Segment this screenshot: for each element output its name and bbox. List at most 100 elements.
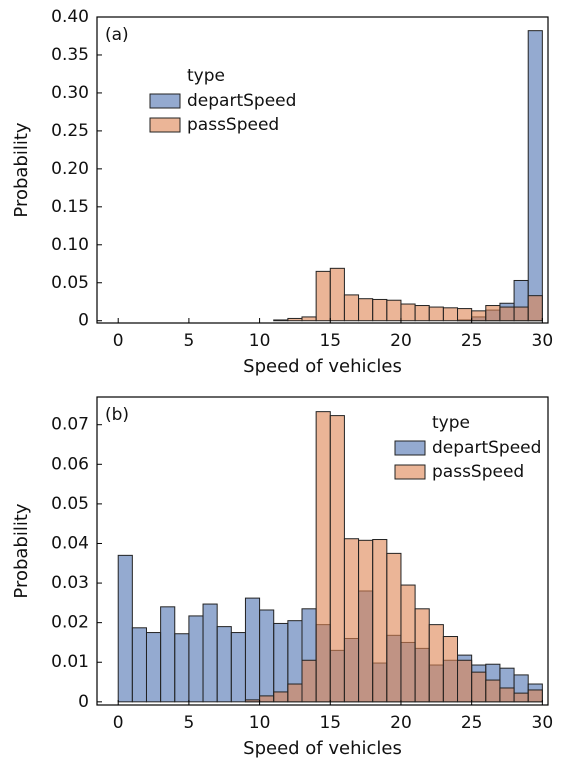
y-tick-label: 0.20 bbox=[51, 159, 89, 179]
x-axis-label: Speed of vehicles bbox=[243, 738, 402, 759]
bar bbox=[230, 632, 246, 703]
bar bbox=[527, 689, 543, 703]
bar bbox=[513, 306, 529, 322]
bar bbox=[301, 659, 317, 703]
bar bbox=[273, 319, 289, 322]
x-tick-label: 25 bbox=[461, 713, 483, 733]
y-tick-label: 0 bbox=[78, 692, 89, 712]
legend-swatch bbox=[394, 464, 426, 480]
bar bbox=[343, 294, 360, 322]
bar bbox=[301, 316, 317, 322]
bar bbox=[358, 539, 374, 703]
x-tick-label: 10 bbox=[249, 713, 271, 733]
y-tick-label: 0.35 bbox=[51, 45, 89, 65]
x-tick-label: 30 bbox=[532, 331, 554, 351]
plot-frame bbox=[96, 16, 549, 324]
bar bbox=[386, 552, 402, 703]
x-tick-label: 20 bbox=[390, 713, 412, 733]
y-tick-label: 0.02 bbox=[51, 613, 89, 633]
legend-title: type bbox=[432, 413, 470, 433]
bar bbox=[358, 298, 374, 322]
y-tick-label: 0.05 bbox=[51, 494, 89, 514]
y-tick-label: 0.10 bbox=[51, 235, 89, 255]
x-tick-label: 30 bbox=[532, 713, 554, 733]
bar bbox=[414, 305, 430, 322]
bar bbox=[499, 306, 515, 322]
y-axis-label: Probability bbox=[11, 122, 32, 217]
y-tick-label: 0.03 bbox=[51, 573, 89, 593]
bar bbox=[527, 295, 543, 322]
bar bbox=[499, 687, 515, 703]
legend-label: departSpeed bbox=[432, 438, 541, 458]
bar bbox=[273, 691, 289, 703]
legend-label: passSpeed bbox=[187, 115, 279, 135]
y-tick-label: 0.25 bbox=[51, 121, 89, 141]
legend-title: type bbox=[187, 66, 225, 86]
bar bbox=[287, 317, 303, 322]
bar bbox=[216, 626, 232, 703]
bar bbox=[188, 615, 204, 703]
bar bbox=[343, 538, 360, 703]
x-tick-label: 25 bbox=[461, 331, 483, 351]
bar bbox=[442, 307, 459, 322]
panel-label: (a) bbox=[105, 25, 129, 45]
y-tick-label: 0.15 bbox=[51, 197, 89, 217]
bar bbox=[259, 609, 275, 703]
legend-swatch bbox=[394, 440, 426, 456]
legend-label: passSpeed bbox=[432, 462, 524, 482]
bar bbox=[527, 30, 543, 322]
bar bbox=[315, 270, 331, 322]
x-tick-label: 10 bbox=[249, 331, 271, 351]
panel-label: (b) bbox=[105, 405, 129, 425]
bar bbox=[428, 624, 444, 703]
bar bbox=[471, 671, 487, 703]
bar bbox=[202, 603, 218, 703]
plot-frame bbox=[96, 396, 549, 706]
y-tick-label: 0.30 bbox=[51, 83, 89, 103]
bar bbox=[372, 539, 388, 703]
bar bbox=[513, 692, 529, 703]
legend-swatch bbox=[149, 93, 181, 109]
x-tick-label: 5 bbox=[183, 331, 194, 351]
bar bbox=[287, 683, 303, 703]
bar bbox=[400, 584, 416, 703]
bar bbox=[471, 310, 487, 322]
y-tick-label: 0 bbox=[78, 311, 89, 331]
bar bbox=[386, 299, 402, 322]
bar bbox=[485, 679, 501, 703]
x-axis-label: Speed of vehicles bbox=[243, 356, 402, 377]
bar bbox=[244, 597, 261, 703]
legend-label: departSpeed bbox=[187, 91, 296, 111]
bar bbox=[160, 606, 176, 703]
bar bbox=[244, 699, 261, 703]
y-axis-label: Probability bbox=[11, 503, 32, 598]
x-tick-label: 0 bbox=[113, 713, 124, 733]
bar bbox=[457, 659, 473, 703]
bar bbox=[329, 415, 345, 703]
bar bbox=[428, 306, 444, 322]
bar bbox=[372, 298, 388, 322]
x-tick-label: 15 bbox=[319, 713, 341, 733]
bar bbox=[273, 622, 289, 703]
legend-swatch bbox=[149, 117, 181, 133]
bar bbox=[145, 632, 162, 703]
bar bbox=[414, 608, 430, 703]
y-tick-label: 0.06 bbox=[51, 454, 89, 474]
y-tick-label: 0.05 bbox=[51, 273, 89, 293]
bar bbox=[485, 305, 501, 322]
y-tick-label: 0.07 bbox=[51, 415, 89, 435]
bar bbox=[400, 303, 416, 322]
bar bbox=[117, 554, 133, 703]
x-tick-label: 15 bbox=[319, 331, 341, 351]
x-tick-label: 5 bbox=[183, 713, 194, 733]
y-tick-label: 0.40 bbox=[51, 7, 89, 27]
x-tick-label: 0 bbox=[113, 331, 124, 351]
y-tick-label: 0.04 bbox=[51, 533, 89, 553]
bar bbox=[329, 267, 345, 322]
bar bbox=[457, 308, 473, 322]
bar bbox=[442, 636, 459, 703]
x-tick-label: 20 bbox=[390, 331, 412, 351]
bar bbox=[131, 627, 147, 703]
bar bbox=[174, 633, 190, 703]
